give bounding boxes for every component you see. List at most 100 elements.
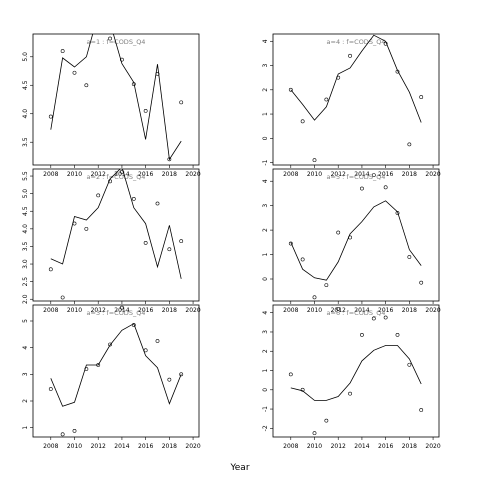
x-tick-label: 2010	[307, 443, 322, 450]
data-point	[60, 432, 65, 437]
data-point	[419, 95, 424, 99]
data-point	[155, 201, 160, 206]
panel-2: a=4 : f=CODS_Q4 -1 0 1 2 3 4 2008 2010 2012 2014 20…	[262, 24, 441, 178]
y-tick-label: 0	[262, 136, 269, 140]
data-point	[419, 280, 424, 285]
fitted-line	[50, 169, 182, 279]
data-point	[84, 83, 89, 88]
y-tick-label: 4	[262, 179, 269, 183]
y-tick-label: 5.5	[22, 171, 29, 181]
y-tick-label: 4.5	[22, 80, 29, 90]
data-point	[179, 372, 184, 377]
x-tick-label: 2008	[43, 443, 58, 450]
y-tick-label: 4.0	[22, 224, 29, 234]
x-tick-label: 2018	[162, 307, 177, 314]
x-tick-label: 2010	[307, 307, 322, 314]
x-tick-label: 2014	[354, 307, 369, 314]
panel-frame	[272, 168, 440, 302]
y-tick-label: 4	[262, 311, 269, 315]
data-point	[383, 315, 388, 320]
y-tick-label: 1	[262, 252, 269, 256]
data-point	[300, 119, 305, 124]
y-tick-label: 1	[262, 112, 269, 116]
y-tick-label: 0	[262, 277, 269, 281]
x-tick-label: 2016	[378, 443, 393, 450]
fitted-line	[50, 34, 182, 161]
panel-frame	[32, 33, 200, 166]
data-point	[131, 197, 136, 201]
x-tick-label: 2010	[67, 307, 82, 314]
fitted-line	[290, 34, 422, 123]
y-tick-label: 5.0	[22, 189, 29, 199]
y-tick-label: 3	[262, 330, 269, 334]
panel-label: a=2 : f=CODS_Q4	[87, 173, 146, 181]
data-point	[360, 332, 364, 337]
data-point	[108, 342, 112, 347]
y-tick-label: 1	[262, 368, 269, 372]
data-point	[48, 387, 53, 391]
data-point	[143, 108, 148, 113]
data-point	[312, 295, 317, 300]
x-tick-label: 2012	[91, 171, 106, 178]
x-tick-label: 2012	[91, 443, 106, 450]
x-tick-label: 2016	[138, 443, 153, 450]
fitted-line	[290, 200, 422, 281]
x-tick-label: 2020	[425, 171, 440, 178]
data-point	[312, 431, 317, 436]
fitted-line	[50, 323, 182, 407]
data-point	[120, 57, 124, 62]
y-tick-label: 4	[22, 346, 29, 350]
data-point	[395, 332, 400, 337]
x-tick-label: 2018	[162, 443, 177, 450]
y-tick-label: 5.0	[22, 52, 29, 62]
data-point	[336, 306, 341, 311]
panel-frame	[272, 304, 440, 438]
panel-5: a=3 : f=CODS_Q4 1 2 3 4 5 2008 2010 2012 2014 2016…	[22, 304, 201, 450]
y-tick-label: 2	[262, 228, 269, 232]
data-point	[300, 387, 305, 392]
data-point	[167, 247, 172, 252]
data-point	[155, 339, 160, 343]
y-tick-label: 3	[262, 63, 269, 67]
x-tick-label: 2010	[67, 171, 82, 178]
plot-area	[48, 305, 184, 437]
x-tick-label: 2018	[402, 171, 417, 178]
data-point	[288, 241, 293, 246]
data-point	[419, 408, 424, 412]
y-tick-label: -1	[262, 159, 269, 165]
x-tick-label: 2018	[402, 307, 417, 314]
plot-area	[48, 34, 184, 162]
y-tick-label: -2	[262, 425, 269, 431]
x-tick-label: 2012	[91, 307, 106, 314]
data-point	[72, 70, 77, 75]
x-tick-label: 2012	[331, 171, 346, 178]
y-tick-label: 3	[262, 204, 269, 208]
data-point	[324, 97, 329, 102]
data-point	[372, 24, 375, 27]
x-tick-label: 2008	[283, 307, 298, 314]
data-point	[167, 377, 172, 382]
x-tick-label: 2016	[378, 307, 393, 314]
x-tick-label: 2020	[185, 171, 200, 178]
x-tick-label: 2014	[114, 443, 129, 450]
panel-3: a=2 : f=CODS_Q4 2.0 2.5 3.0 3.5 4.0 4.5 5.0 5.5 2…	[22, 168, 201, 314]
data-point	[179, 239, 184, 244]
data-point	[312, 158, 317, 163]
x-tick-label: 2008	[43, 171, 58, 178]
data-point	[120, 305, 124, 310]
data-point	[60, 295, 65, 300]
data-point	[143, 348, 148, 353]
y-tick-label: -1	[262, 406, 269, 412]
y-tick-label: 3.5	[22, 241, 29, 251]
y-tick-label: 2	[22, 399, 29, 403]
data-point	[348, 391, 352, 396]
y-tick-label: 2	[262, 349, 269, 353]
x-tick-label: 2008	[283, 171, 298, 178]
x-tick-label: 2020	[425, 443, 440, 450]
y-tick-label: 3.5	[22, 137, 29, 147]
panel-label: a=3 : f=CODS_Q4	[87, 309, 146, 317]
data-point	[371, 173, 376, 178]
